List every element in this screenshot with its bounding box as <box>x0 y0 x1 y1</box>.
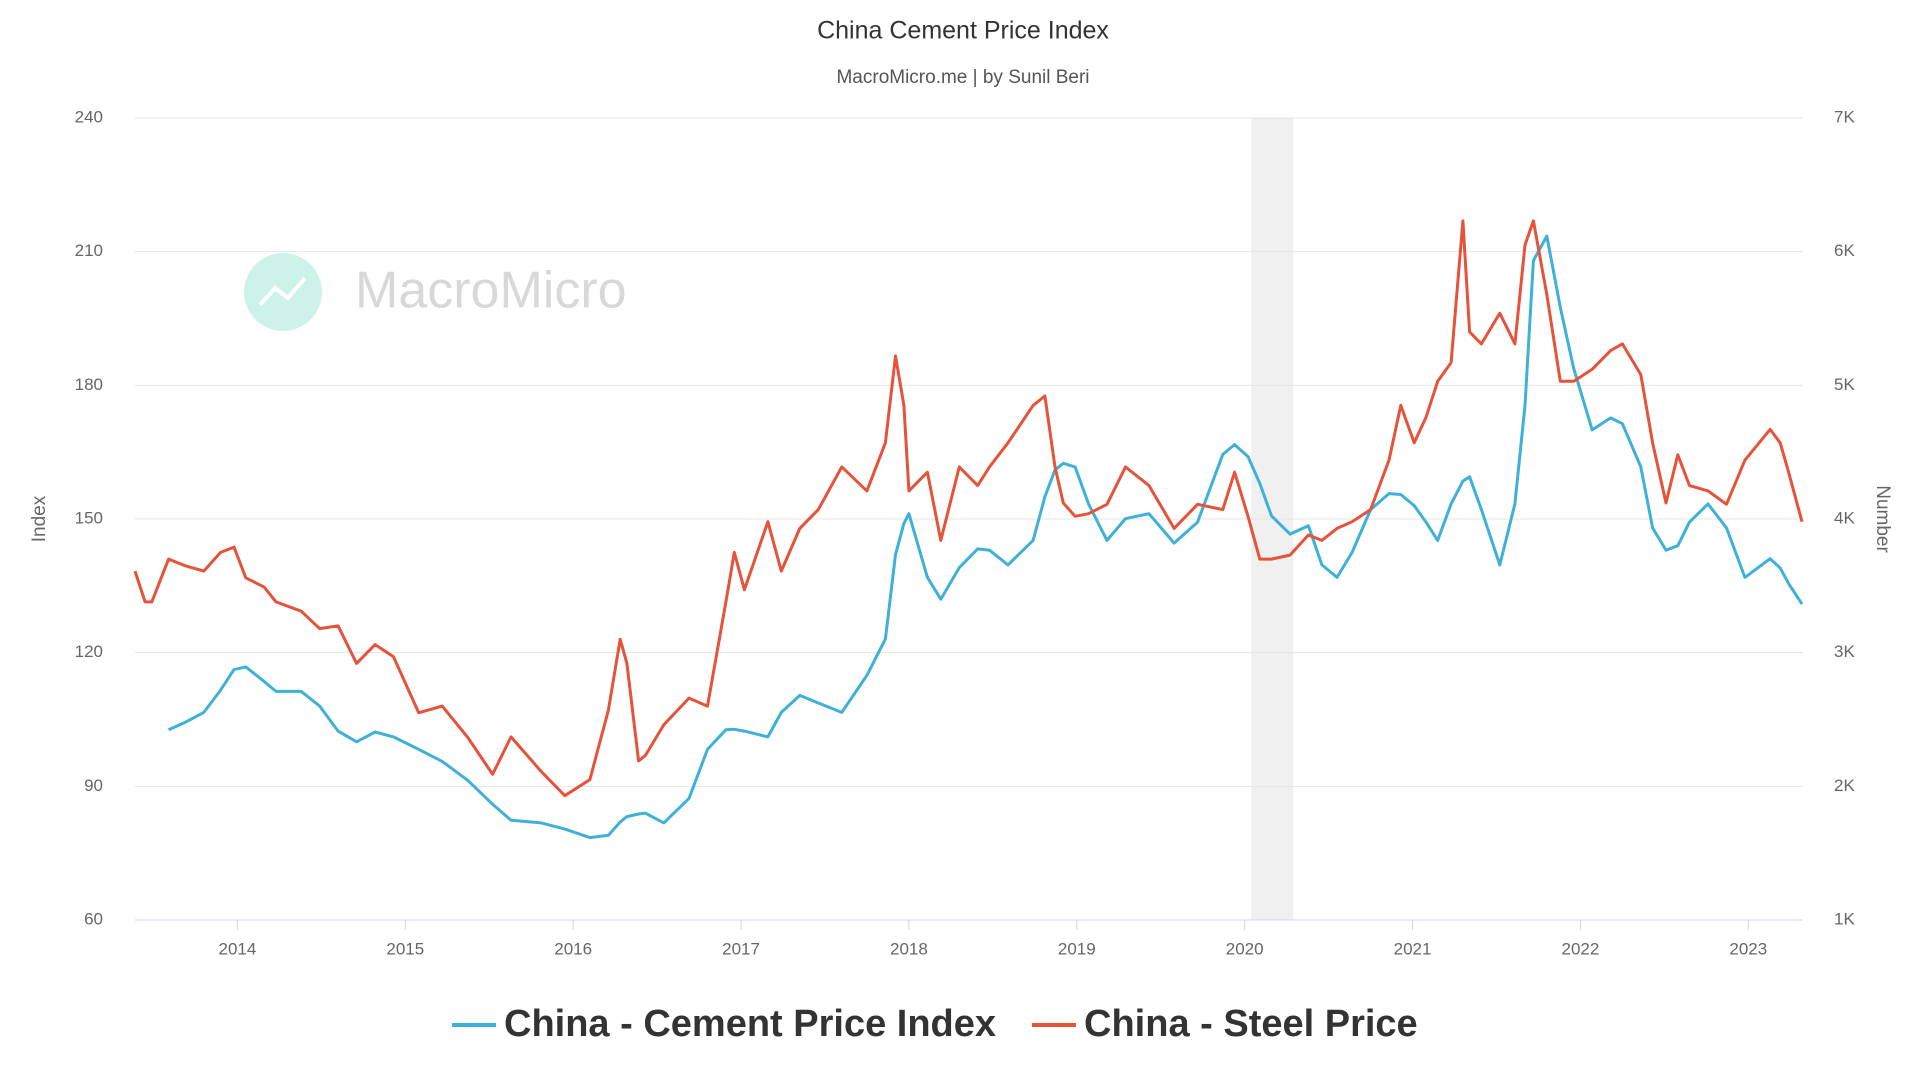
watermark-logo <box>244 253 322 331</box>
data-line <box>133 219 1804 798</box>
x-tick-label: 2015 <box>386 939 424 958</box>
watermark-text: MacroMicro <box>355 262 627 320</box>
y2-tick-label: 3K <box>1834 642 1855 661</box>
x-tick-label: 2017 <box>722 939 760 958</box>
watermark: MacroMicro <box>244 253 627 331</box>
y2-tick-label: 5K <box>1834 375 1855 394</box>
x-tick-label: 2014 <box>218 939 256 958</box>
y2-tick-label: 4K <box>1834 508 1855 527</box>
y-tick-label: 150 <box>75 508 103 527</box>
y-axis-title: Index <box>29 495 50 542</box>
x-tick-label: 2019 <box>1058 939 1096 958</box>
y-tick-label: 180 <box>75 375 103 394</box>
y2-tick-label: 2K <box>1834 776 1855 795</box>
x-tick-label: 2016 <box>554 939 592 958</box>
x-tick-label: 2020 <box>1226 939 1264 958</box>
legend-item[interactable]: China - Steel Price <box>1032 1003 1418 1045</box>
x-tick-label: 2023 <box>1729 939 1767 958</box>
x-tick-label: 2022 <box>1561 939 1599 958</box>
x-tick-label: 2018 <box>890 939 928 958</box>
y-tick-label: 90 <box>84 776 103 795</box>
x-tick-label: 2021 <box>1394 939 1432 958</box>
data-line <box>167 234 1804 840</box>
y2-tick-label: 6K <box>1834 241 1855 260</box>
y-tick-label: 60 <box>84 909 103 928</box>
legend: China - Cement Price Index China - Steel … <box>452 1003 1418 1045</box>
y2-tick-label: 1K <box>1834 909 1855 928</box>
y-tick-label: 240 <box>75 107 103 126</box>
chart-subtitle: MacroMicro.me | by Sunil Beri <box>836 67 1089 88</box>
chart-title: China Cement Price Index <box>817 17 1109 45</box>
legend-label: China - Cement Price Index <box>504 1003 996 1045</box>
y2-axis-title: Number <box>1872 485 1893 553</box>
y2-tick-label: 7K <box>1834 107 1855 126</box>
legend-label: China - Steel Price <box>1084 1003 1418 1045</box>
legend-item[interactable]: China - Cement Price Index <box>452 1003 996 1045</box>
y-tick-label: 210 <box>75 241 103 260</box>
watermark-icon <box>258 276 307 307</box>
y-tick-label: 120 <box>75 642 103 661</box>
